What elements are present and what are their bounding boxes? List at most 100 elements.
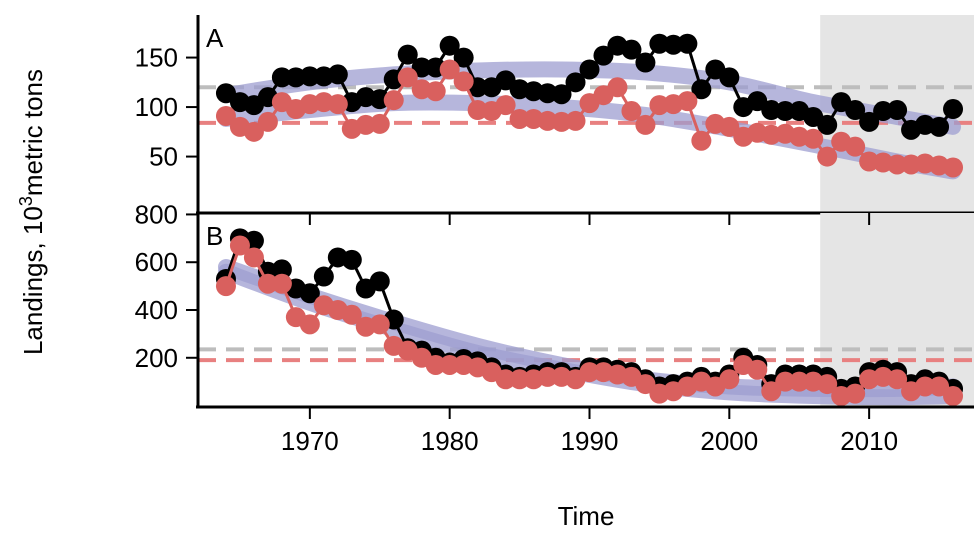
data-point — [579, 59, 600, 80]
data-point — [817, 374, 838, 395]
data-point — [383, 90, 404, 111]
data-point — [621, 39, 642, 60]
data-point — [439, 354, 460, 375]
data-point — [677, 33, 698, 54]
data-point — [243, 121, 264, 142]
data-point — [887, 154, 908, 175]
data-point — [817, 146, 838, 167]
data-point — [369, 271, 390, 292]
data-point — [719, 67, 740, 88]
data-point — [509, 108, 530, 129]
data-point — [859, 111, 880, 132]
data-point — [691, 130, 712, 151]
y-tick-label: 600 — [135, 247, 178, 277]
y-label-part: Landings, 10 — [18, 206, 48, 355]
x-tick-label: 1990 — [561, 426, 619, 456]
data-point — [747, 359, 768, 380]
data-point — [369, 314, 390, 335]
data-point — [411, 57, 432, 78]
x-axis-label: Time — [558, 501, 615, 531]
data-point — [551, 84, 572, 105]
data-point — [677, 91, 698, 112]
data-point — [621, 101, 642, 122]
data-point — [635, 374, 656, 395]
data-point — [495, 369, 516, 390]
data-point — [397, 67, 418, 88]
data-point — [635, 52, 656, 73]
data-point — [579, 362, 600, 383]
data-point — [565, 110, 586, 131]
data-point — [215, 105, 236, 126]
data-point — [229, 235, 250, 256]
data-point — [257, 273, 278, 294]
data-point — [215, 276, 236, 297]
data-point — [341, 249, 362, 270]
data-point — [537, 366, 558, 387]
data-point — [817, 114, 838, 135]
panel-label: B — [206, 221, 223, 251]
y-label-sup: 3 — [16, 196, 36, 206]
data-point — [775, 371, 796, 392]
panel-label: A — [206, 23, 224, 53]
data-point — [271, 273, 292, 294]
data-point — [439, 35, 460, 56]
y-label-part: metric tons — [18, 69, 48, 196]
data-point — [775, 101, 796, 122]
data-point — [803, 128, 824, 149]
y-tick-label: 800 — [135, 199, 178, 229]
data-point — [425, 81, 446, 102]
data-point — [719, 116, 740, 137]
data-point — [691, 79, 712, 100]
data-point — [453, 71, 474, 92]
data-point — [887, 100, 908, 121]
y-axis-label: Landings, 103metric tons — [16, 69, 48, 355]
data-point — [453, 47, 474, 68]
data-point — [943, 386, 964, 407]
data-point — [943, 99, 964, 120]
y-tick-label: 100 — [135, 92, 178, 122]
data-point — [271, 67, 292, 88]
data-point — [719, 369, 740, 390]
y-tick-label: 50 — [149, 142, 178, 172]
data-point — [243, 247, 264, 268]
x-tick-label: 2010 — [840, 426, 898, 456]
x-tick-label: 1980 — [421, 426, 479, 456]
y-tick-label: 200 — [135, 343, 178, 373]
data-point — [327, 94, 348, 115]
data-point — [257, 111, 278, 132]
data-point — [313, 266, 334, 287]
data-point — [761, 381, 782, 402]
data-point — [845, 136, 866, 157]
data-point — [425, 354, 446, 375]
data-point — [271, 259, 292, 280]
data-point — [789, 371, 810, 392]
data-point — [397, 44, 418, 65]
data-point — [369, 113, 390, 134]
data-point — [929, 116, 950, 137]
data-point — [439, 59, 460, 80]
data-point — [593, 45, 614, 66]
data-point — [929, 376, 950, 397]
data-point — [565, 72, 586, 93]
data-point — [845, 383, 866, 404]
data-point — [887, 369, 908, 390]
data-point — [299, 66, 320, 87]
data-point — [341, 304, 362, 325]
panel-plot — [198, 15, 974, 213]
data-point — [845, 100, 866, 121]
x-tick-label: 2000 — [700, 426, 758, 456]
data-point — [915, 376, 936, 397]
x-tick-label: 1970 — [281, 426, 339, 456]
data-point — [607, 77, 628, 98]
data-point — [299, 314, 320, 335]
data-point — [327, 64, 348, 85]
data-point — [509, 369, 530, 390]
data-point — [635, 114, 656, 135]
y-tick-label: 150 — [135, 43, 178, 73]
data-point — [495, 95, 516, 116]
data-point — [299, 283, 320, 304]
data-point — [943, 157, 964, 178]
panel-plot — [198, 213, 974, 407]
y-tick-label: 400 — [135, 295, 178, 325]
